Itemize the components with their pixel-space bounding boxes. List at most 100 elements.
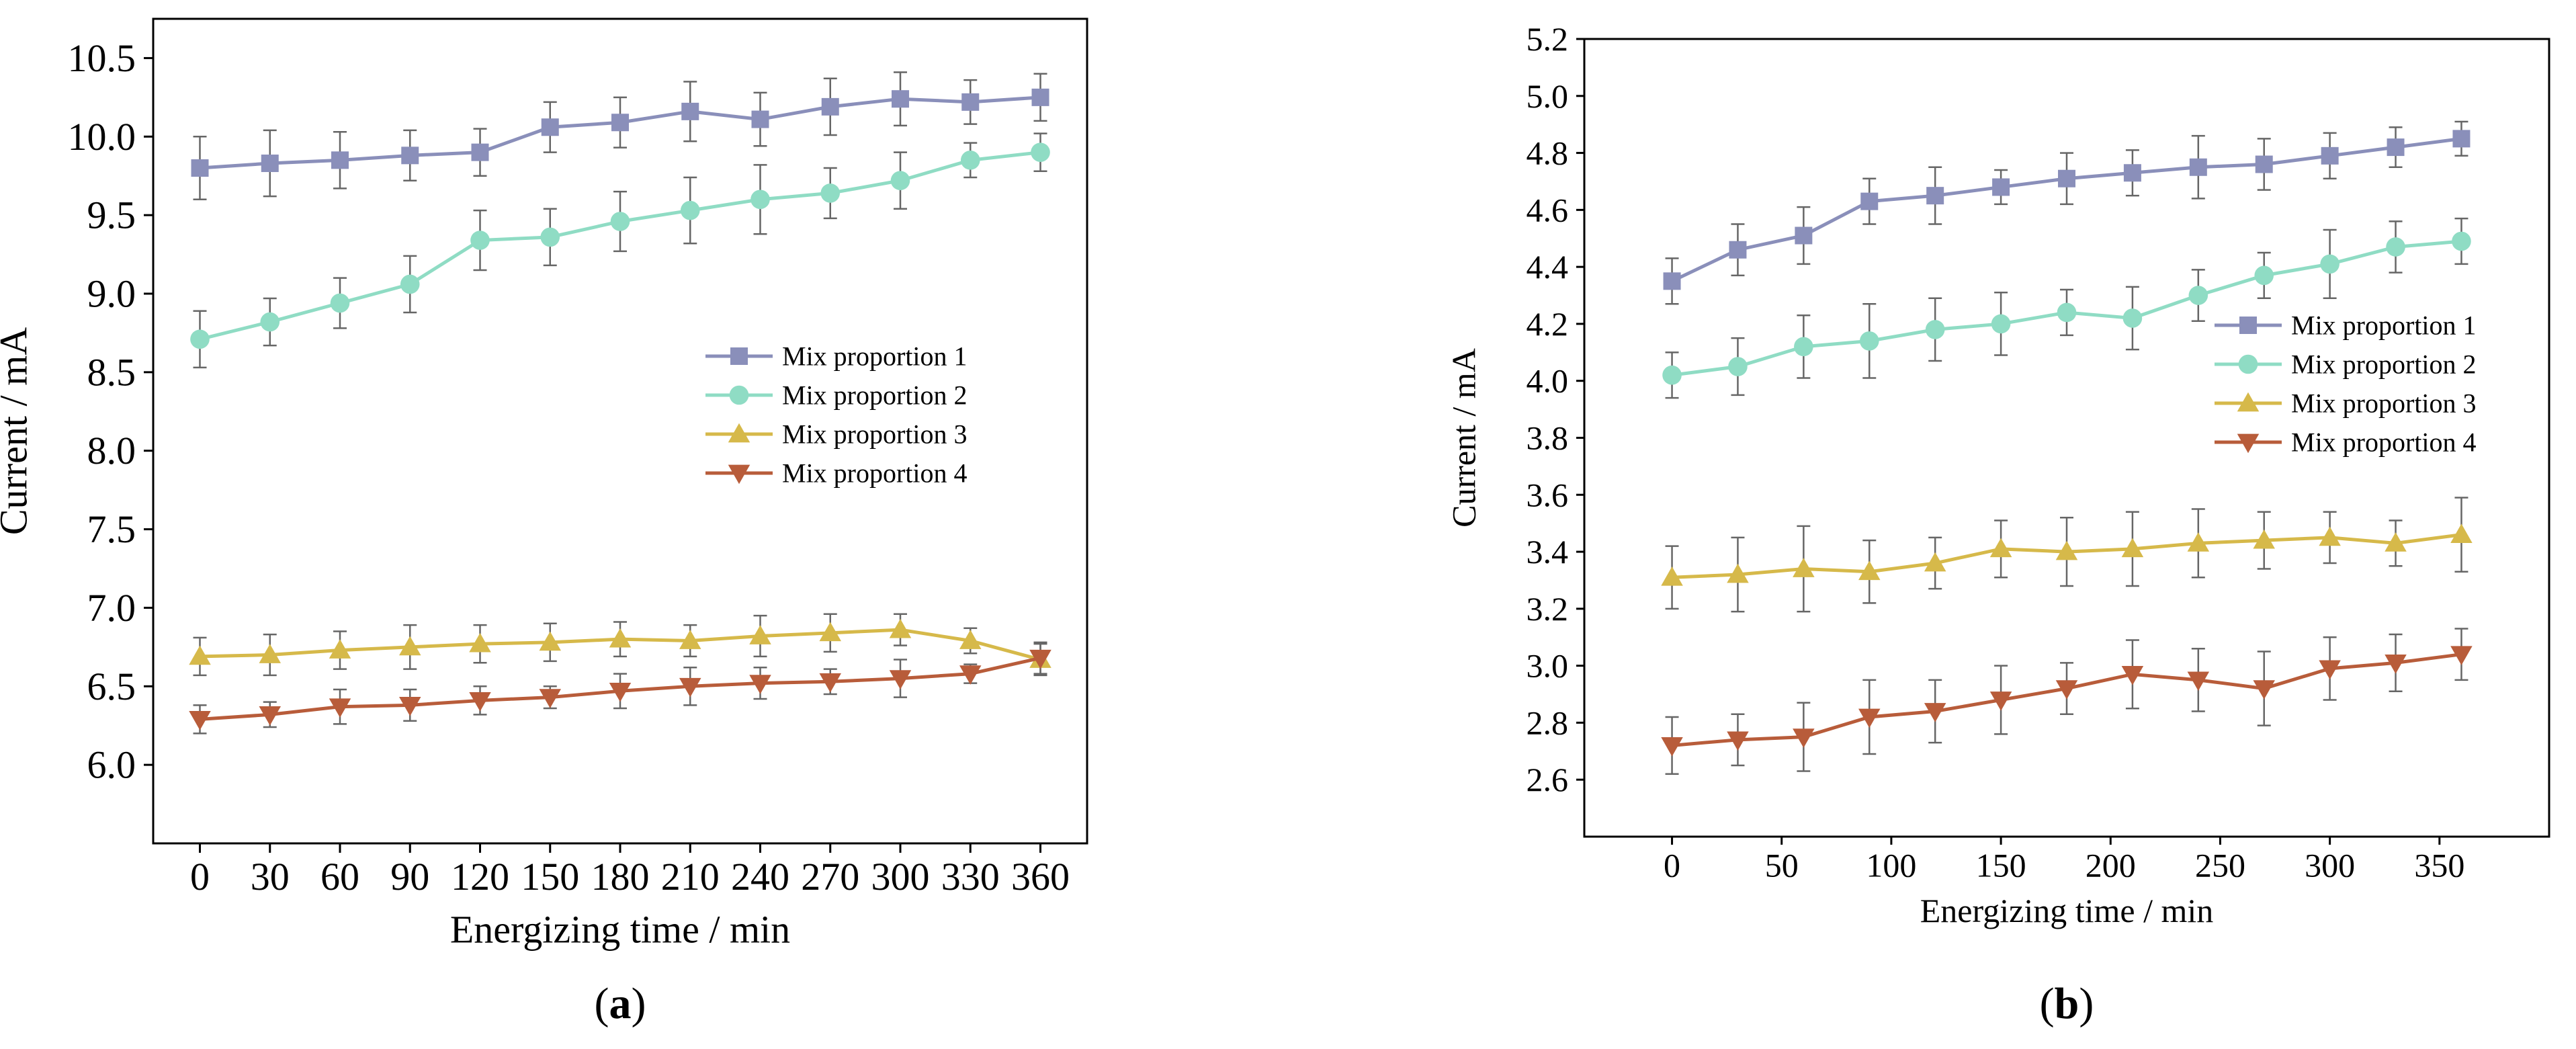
y-tick-label: 3.8 xyxy=(1527,419,1569,457)
circle-marker xyxy=(540,227,560,247)
y-tick-label: 3.4 xyxy=(1527,533,1569,571)
circle-marker xyxy=(1925,320,1945,339)
series-4 xyxy=(189,641,1051,735)
square-marker xyxy=(1795,226,1813,245)
circle-marker xyxy=(680,200,700,220)
x-tick-label: 300 xyxy=(2305,847,2355,884)
triangle-up-marker xyxy=(2385,532,2407,552)
legend-label: Mix proportion 2 xyxy=(2291,349,2477,380)
series-1 xyxy=(191,71,1049,201)
square-marker xyxy=(751,110,769,128)
triangle-down-marker xyxy=(1989,691,2012,711)
circle-marker xyxy=(820,183,841,203)
square-marker xyxy=(1860,192,1879,210)
triangle-up-marker xyxy=(1661,566,1683,586)
square-marker xyxy=(401,146,419,165)
triangle-down-marker xyxy=(1661,737,1683,757)
triangle-down-marker xyxy=(1727,731,1749,751)
legend-label: Mix proportion 1 xyxy=(782,341,968,372)
circle-marker xyxy=(260,312,280,332)
x-tick-label: 60 xyxy=(320,855,359,898)
square-marker xyxy=(2452,130,2471,148)
y-tick-label: 10.5 xyxy=(68,36,136,80)
triangle-down-marker xyxy=(399,696,421,716)
legend-label: Mix proportion 4 xyxy=(2291,427,2477,458)
triangle-up-marker xyxy=(2450,523,2473,543)
x-tick-label: 150 xyxy=(1976,847,2026,884)
y-tick-label: 10.0 xyxy=(68,115,136,159)
x-tick-label: 330 xyxy=(941,855,1000,898)
legend: Mix proportion 1 Mix proportion 2 Mix prop… xyxy=(2215,310,2477,458)
triangle-down-marker xyxy=(609,682,632,702)
triangle-up-marker xyxy=(889,618,912,638)
y-tick-label: 3.0 xyxy=(1527,647,1569,685)
y-tick-label: 7.5 xyxy=(87,507,136,551)
triangle-down-marker xyxy=(2385,655,2407,674)
triangle-up-marker xyxy=(679,630,701,649)
square-marker xyxy=(331,151,349,169)
triangle-up-marker xyxy=(329,639,351,659)
triangle-down-marker xyxy=(2237,433,2260,454)
circle-marker xyxy=(1991,314,2011,334)
panel-label: (b) xyxy=(2040,979,2094,1028)
circle-marker xyxy=(330,293,350,313)
triangle-down-marker xyxy=(679,677,701,698)
panel-label-close: ) xyxy=(2079,979,2094,1028)
square-marker xyxy=(1663,272,1681,290)
y-axis-title: Current / mA xyxy=(0,327,36,535)
x-tick-label: 100 xyxy=(1866,847,1916,884)
triangle-down-marker xyxy=(2055,680,2078,700)
legend-label: Mix proportion 2 xyxy=(782,380,968,411)
legend: Mix proportion 1 Mix proportion 2 Mix prop… xyxy=(705,341,968,489)
triangle-down-marker xyxy=(2253,680,2275,700)
x-tick-label: 180 xyxy=(591,855,650,898)
circle-marker xyxy=(1859,331,1879,351)
triangle-down-marker xyxy=(2450,646,2473,665)
panel-label-open: ( xyxy=(595,979,609,1028)
x-tick-label: 210 xyxy=(661,855,720,898)
square-marker xyxy=(961,93,980,111)
square-marker xyxy=(1926,187,1944,205)
x-tick-label: 0 xyxy=(1664,847,1680,884)
x-tick-label: 300 xyxy=(871,855,930,898)
triangle-down-marker xyxy=(329,698,351,718)
y-tick-label: 4.4 xyxy=(1527,248,1569,286)
triangle-up-marker xyxy=(1924,552,1946,572)
y-tick-label: 6.5 xyxy=(87,665,136,708)
x-axis-title: Energizing time / min xyxy=(450,907,790,951)
triangle-up-marker xyxy=(609,628,632,648)
panel-label-open: ( xyxy=(2040,979,2055,1028)
legend-label: Mix proportion 1 xyxy=(2291,310,2477,341)
y-tick-label: 2.8 xyxy=(1527,704,1569,741)
circle-marker xyxy=(1728,357,1748,376)
square-marker xyxy=(471,143,489,161)
square-marker xyxy=(730,347,748,365)
x-tick-label: 270 xyxy=(801,855,859,898)
legend-label: Mix proportion 3 xyxy=(782,419,968,450)
circle-marker xyxy=(750,190,770,210)
circle-marker xyxy=(2386,237,2405,257)
y-tick-label: 9.0 xyxy=(87,272,136,316)
triangle-up-marker xyxy=(2187,532,2210,552)
square-marker xyxy=(2321,146,2339,165)
triangle-down-marker xyxy=(889,670,912,689)
panel-label-letter: b xyxy=(2055,979,2079,1028)
circle-marker xyxy=(2122,308,2143,328)
square-marker xyxy=(681,102,699,120)
panel-b: 2.6 2.8 3.0 3.2 3.4 3.6 3.8 4.0 4.2 4.4 4.6 4.8 5.0 5… xyxy=(1445,20,2550,1028)
circle-marker xyxy=(2254,265,2274,286)
x-tick-label: 0 xyxy=(190,855,210,898)
triangle-down-marker xyxy=(1858,708,1881,728)
y-tick-label: 7.0 xyxy=(87,586,136,630)
x-tick-label: 250 xyxy=(2195,847,2245,884)
panel-a: 6.0 6.5 7.0 7.5 8.0 8.5 9.0 9.5 10.0 10.5 0 30 60 90 1… xyxy=(0,17,1088,1028)
square-marker xyxy=(892,90,909,108)
y-tick-label: 5.0 xyxy=(1527,77,1569,115)
triangle-up-marker xyxy=(1989,538,2012,558)
triangle-up-marker xyxy=(1727,563,1749,583)
triangle-down-marker xyxy=(1029,649,1051,669)
triangle-up-marker xyxy=(1793,558,1815,577)
y-tick-label: 3.2 xyxy=(1527,590,1569,628)
series-3 xyxy=(1661,497,2473,613)
